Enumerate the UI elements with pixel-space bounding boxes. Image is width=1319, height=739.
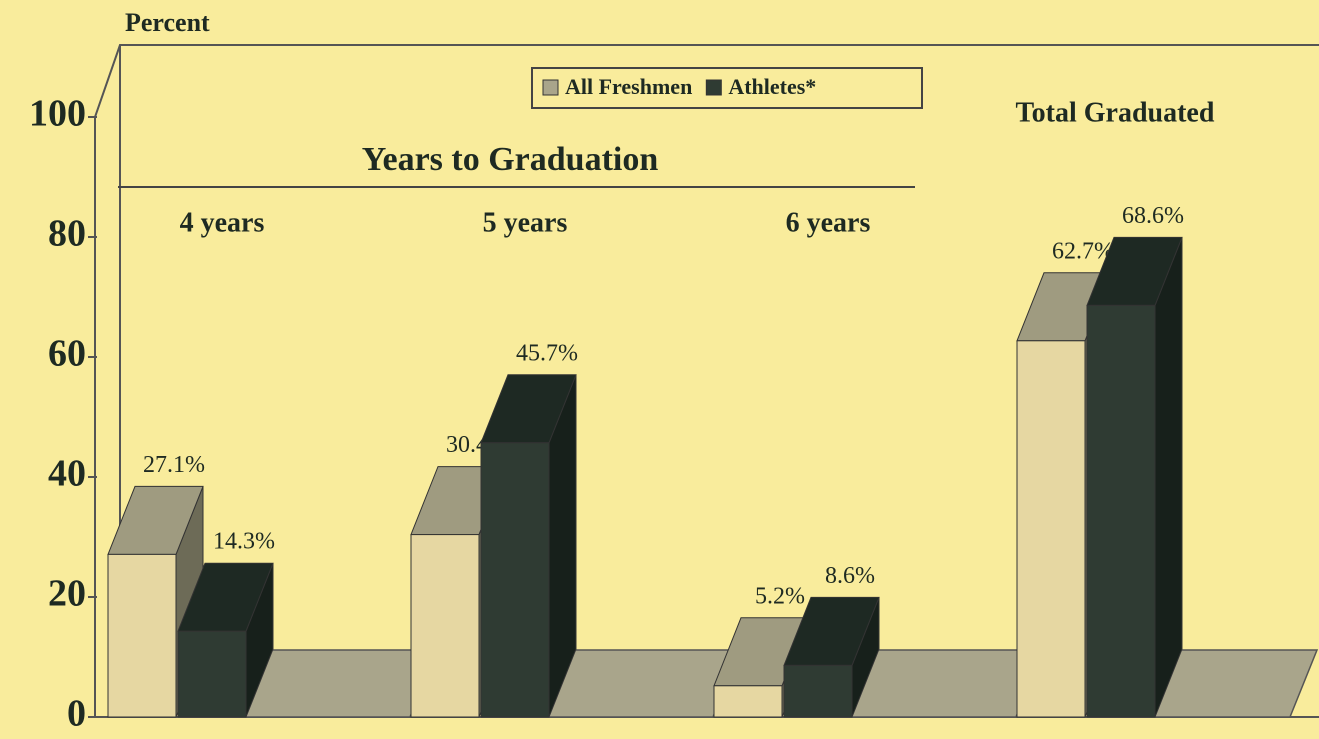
bar-front — [177, 630, 247, 718]
bar-front — [1086, 304, 1156, 718]
bar — [177, 562, 274, 718]
bar-front — [713, 685, 783, 718]
floor — [1152, 649, 1319, 718]
value-label: 14.3% — [213, 529, 275, 555]
category-label: 6 years — [786, 207, 871, 238]
y-tick-label: 100 — [29, 93, 86, 135]
y-tick-label: 60 — [48, 333, 86, 375]
category-label: Total Graduated — [1016, 97, 1215, 128]
group-title: Years to Graduation — [362, 141, 659, 178]
wall-outline — [94, 44, 1319, 717]
y-axis-label: Percent — [125, 8, 210, 37]
category-label: 4 years — [180, 207, 265, 238]
bar-front — [480, 442, 550, 718]
value-label: 68.6% — [1122, 203, 1184, 229]
legend-label: Athletes* — [728, 74, 816, 99]
value-label: 5.2% — [755, 583, 805, 609]
y-tick-label: 0 — [67, 693, 86, 735]
legend-box — [531, 67, 923, 109]
bar — [480, 374, 577, 718]
y-tick-label: 20 — [48, 573, 86, 615]
legend-swatch — [542, 79, 559, 96]
bar-front — [107, 553, 177, 718]
bar — [1086, 236, 1183, 718]
value-label: 8.6% — [825, 563, 875, 589]
bar-side — [1154, 237, 1183, 718]
legend-swatch — [705, 79, 722, 96]
bar — [783, 596, 880, 718]
value-label: 62.7% — [1052, 238, 1114, 264]
bar-front — [1016, 340, 1086, 718]
y-tick-label: 40 — [48, 453, 86, 495]
bar-front — [783, 664, 853, 718]
value-label: 45.7% — [516, 340, 578, 366]
floor — [546, 649, 742, 718]
legend-label: All Freshmen — [565, 74, 692, 99]
category-label: 5 years — [483, 207, 568, 238]
floor — [243, 649, 439, 718]
floor — [849, 649, 1045, 718]
value-label: 27.1% — [143, 452, 205, 478]
legend: All Freshmen Athletes* — [531, 67, 923, 109]
y-tick-label: 80 — [48, 213, 86, 255]
bar-front — [410, 534, 480, 718]
